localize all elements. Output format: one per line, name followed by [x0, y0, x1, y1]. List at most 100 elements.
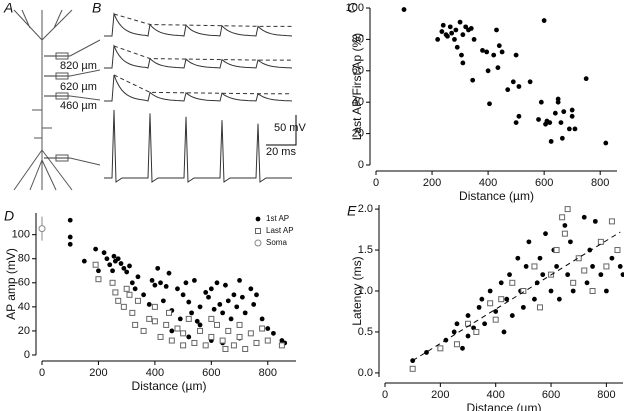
point	[149, 277, 155, 283]
point	[592, 218, 598, 224]
point	[568, 239, 573, 245]
point	[214, 280, 220, 286]
point	[180, 292, 186, 298]
point	[208, 286, 214, 292]
point	[129, 280, 135, 286]
x-tick-label: 600	[535, 177, 553, 189]
point	[166, 270, 172, 276]
point	[493, 309, 499, 314]
point	[160, 298, 166, 304]
point	[457, 19, 463, 25]
point	[480, 47, 485, 53]
point	[531, 263, 538, 270]
point	[101, 250, 107, 256]
point	[572, 126, 578, 132]
point	[146, 315, 153, 322]
point	[504, 296, 510, 302]
distance-label: 620 µm	[60, 81, 97, 93]
point	[177, 316, 183, 322]
legend-label: Last AP	[266, 226, 294, 235]
point	[603, 140, 609, 146]
point	[109, 279, 116, 286]
point	[459, 52, 464, 58]
point	[498, 280, 504, 286]
point	[208, 333, 215, 340]
y-tick-label: 2.0	[358, 203, 373, 215]
panel-label: B	[92, 0, 101, 16]
point	[38, 225, 46, 233]
point	[487, 101, 492, 107]
point	[452, 37, 457, 42]
point	[509, 279, 516, 286]
point	[132, 286, 138, 292]
y-axis-title: Last AP/First Ap (%)	[350, 33, 364, 140]
point	[527, 79, 533, 85]
point	[234, 304, 240, 310]
point	[523, 264, 529, 269]
point	[278, 342, 285, 349]
point	[158, 280, 163, 286]
point	[151, 318, 158, 325]
point	[559, 214, 566, 221]
point	[445, 33, 450, 39]
point	[409, 365, 416, 372]
point	[449, 30, 455, 36]
point	[67, 241, 73, 247]
point	[440, 22, 446, 28]
point	[401, 7, 407, 12]
point	[203, 290, 209, 295]
y-tick-label: 20	[352, 128, 364, 140]
point	[169, 328, 175, 334]
point	[476, 304, 482, 310]
trend-line	[412, 231, 621, 362]
peak-line	[113, 45, 292, 61]
x-tick-label: 200	[431, 389, 449, 401]
x-axis-title: Distance (µm)	[467, 401, 542, 411]
point	[225, 327, 232, 334]
point	[614, 247, 621, 254]
peak-line	[113, 74, 292, 95]
y-tick-label: 20	[18, 325, 30, 337]
point	[152, 282, 158, 288]
point	[492, 316, 499, 323]
point	[609, 255, 615, 261]
point	[566, 126, 572, 132]
point	[123, 285, 130, 292]
point	[132, 321, 139, 328]
point	[460, 32, 466, 38]
point	[120, 303, 127, 310]
point	[424, 350, 429, 355]
point	[620, 272, 624, 278]
point	[538, 99, 544, 105]
y-tick-label: 100	[346, 2, 364, 14]
point	[569, 107, 575, 113]
x-tick-label: 400	[146, 367, 164, 379]
trace	[104, 109, 292, 183]
point	[471, 37, 477, 42]
point	[553, 247, 560, 254]
point	[186, 299, 192, 305]
point	[559, 135, 565, 141]
point	[597, 238, 604, 245]
point	[501, 329, 507, 335]
point	[220, 310, 226, 316]
point	[487, 300, 494, 307]
x-tick-label: 800	[591, 177, 609, 189]
panel-label: E	[347, 203, 357, 219]
point	[115, 297, 122, 304]
distance-label: 460 µm	[60, 100, 97, 112]
point	[141, 292, 147, 298]
y-tick-label: 0.0	[358, 367, 373, 379]
point	[202, 342, 209, 349]
point	[537, 255, 543, 261]
point	[516, 113, 522, 119]
point	[496, 43, 502, 49]
point	[505, 87, 511, 93]
scale-bar	[266, 115, 297, 146]
point	[552, 110, 558, 116]
y-tick-label: 60	[18, 277, 30, 289]
point	[536, 117, 541, 122]
trace	[104, 74, 293, 102]
x-tick-label: 800	[597, 389, 615, 401]
point	[532, 296, 537, 302]
